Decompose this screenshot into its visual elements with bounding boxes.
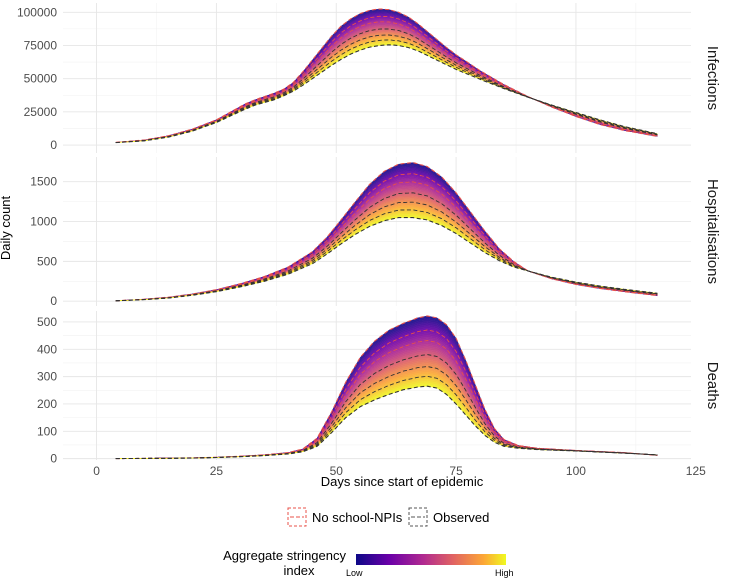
y-tick-label: 0 bbox=[50, 138, 57, 152]
colorbar-title-line2: index bbox=[283, 563, 315, 578]
panel-infections: 0 25000 50000 75000 100000 Infections bbox=[17, 3, 721, 153]
y-tick-label: 50000 bbox=[24, 72, 58, 86]
legend-label-observed: Observed bbox=[433, 510, 489, 525]
x-tick-label: 125 bbox=[686, 464, 706, 478]
panel-hospitalisations: 0 500 1000 1500 Hospitalisations bbox=[30, 157, 721, 308]
y-tick-label: 1500 bbox=[30, 175, 57, 189]
y-tick-label: 300 bbox=[37, 370, 57, 384]
series-observed-line bbox=[115, 366, 658, 460]
y-tick-label: 200 bbox=[37, 397, 57, 411]
y-tick-label: 500 bbox=[37, 254, 57, 268]
x-tick-label: 100 bbox=[566, 464, 586, 478]
x-tick-label: 75 bbox=[449, 464, 463, 478]
legend-key-no-school-npis bbox=[287, 507, 307, 527]
y-axis-title: Daily count bbox=[0, 195, 13, 260]
y-tick-label: 0 bbox=[50, 452, 57, 466]
x-tick-label: 0 bbox=[93, 464, 100, 478]
y-tick-label: 400 bbox=[37, 342, 57, 356]
x-tick-label: 50 bbox=[330, 464, 344, 478]
legend-colorbar: Aggregate stringency index Low High bbox=[223, 548, 513, 578]
y-tick-label: 500 bbox=[37, 315, 57, 329]
strip-background bbox=[694, 311, 713, 460]
colorbar-high-label: High bbox=[495, 568, 514, 578]
strip-label-hospitalisations: Hospitalisations bbox=[704, 179, 721, 284]
series-observed-line bbox=[115, 201, 658, 302]
legend-key-observed bbox=[408, 507, 428, 527]
strip-background bbox=[694, 157, 713, 306]
chart-panels: 0250005000075000100000Infections05001000… bbox=[17, 3, 721, 478]
legend-label-no-school-npis: No school-NPIs bbox=[312, 510, 403, 525]
legend-linetype: No school-NPIs Observed bbox=[287, 507, 489, 527]
x-tick-label: 25 bbox=[210, 464, 224, 478]
series-observed-line bbox=[115, 192, 658, 302]
strip-label-infections: Infections bbox=[704, 46, 721, 110]
series-observed-line bbox=[115, 385, 658, 460]
colorbar bbox=[356, 554, 506, 565]
y-tick-label: 100000 bbox=[17, 5, 57, 19]
series-observed-line bbox=[115, 44, 658, 144]
y-tick-label: 75000 bbox=[24, 38, 58, 52]
y-tick-label: 100 bbox=[37, 424, 57, 438]
colorbar-low-label: Low bbox=[346, 568, 363, 578]
strip-label-deaths: Deaths bbox=[704, 362, 721, 410]
series-no-school-npis-line bbox=[115, 8, 658, 143]
panel-deaths: 0 25 50 75 100 125 0 100 200 300 400 500 Deaths bbox=[37, 311, 721, 478]
series-observed-line bbox=[115, 217, 658, 302]
series-no-school-npis-line bbox=[115, 162, 658, 302]
strip-background bbox=[694, 3, 713, 153]
y-tick-label: 0 bbox=[50, 294, 57, 308]
colorbar-title-line1: Aggregate stringency bbox=[223, 548, 346, 563]
x-axis-title: Days since start of epidemic bbox=[321, 474, 484, 489]
series-observed-line bbox=[115, 375, 658, 460]
y-tick-label: 25000 bbox=[24, 105, 58, 119]
y-tick-label: 1000 bbox=[30, 215, 57, 229]
